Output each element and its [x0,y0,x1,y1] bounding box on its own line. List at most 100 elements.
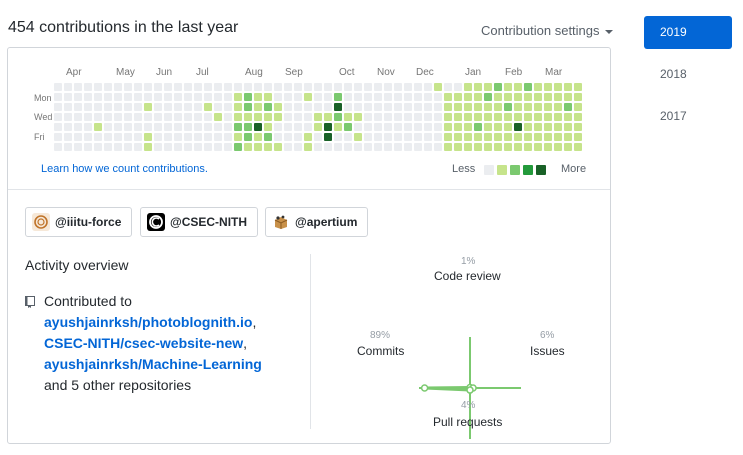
contribution-day[interactable] [434,133,442,141]
contribution-day[interactable] [244,83,252,91]
contribution-day[interactable] [224,93,232,101]
contribution-day[interactable] [454,133,462,141]
contribution-day[interactable] [284,123,292,131]
contribution-day[interactable] [494,133,502,141]
contribution-day[interactable] [564,103,572,111]
contribution-day[interactable] [404,133,412,141]
contribution-day[interactable] [154,113,162,121]
contribution-day[interactable] [394,113,402,121]
contribution-day[interactable] [294,123,302,131]
contribution-day[interactable] [574,103,582,111]
contribution-day[interactable] [164,123,172,131]
contribution-day[interactable] [114,113,122,121]
contribution-day[interactable] [144,83,152,91]
contribution-day[interactable] [464,143,472,151]
year-2018[interactable]: 2018 [660,67,687,81]
contribution-day[interactable] [444,133,452,141]
contribution-day[interactable] [314,133,322,141]
contribution-day[interactable] [474,113,482,121]
contribution-day[interactable] [504,133,512,141]
contribution-day[interactable] [424,83,432,91]
contribution-day[interactable] [84,143,92,151]
contribution-day[interactable] [174,103,182,111]
org-filter-csec-nith[interactable]: @CSEC-NITH [140,207,258,237]
contribution-day[interactable] [304,103,312,111]
contribution-day[interactable] [564,113,572,121]
contribution-day[interactable] [174,123,182,131]
contribution-day[interactable] [254,83,262,91]
contribution-settings-dropdown[interactable]: Contribution settings [481,23,613,38]
contribution-day[interactable] [184,103,192,111]
contribution-day[interactable] [374,143,382,151]
contribution-day[interactable] [124,123,132,131]
contribution-day[interactable] [344,133,352,141]
contribution-day[interactable] [244,103,252,111]
contribution-day[interactable] [334,83,342,91]
contribution-day[interactable] [484,113,492,121]
contribution-day[interactable] [174,93,182,101]
contribution-day[interactable] [184,93,192,101]
contribution-day[interactable] [104,143,112,151]
contribution-day[interactable] [74,83,82,91]
contribution-day[interactable] [544,143,552,151]
contribution-day[interactable] [64,103,72,111]
contribution-day[interactable] [274,123,282,131]
contribution-day[interactable] [394,133,402,141]
contribution-day[interactable] [254,143,262,151]
year-2019[interactable]: 2019 [644,16,732,49]
contribution-day[interactable] [364,133,372,141]
repo-link-csec-website[interactable]: CSEC-NITH/csec-website-new [44,335,244,351]
contribution-day[interactable] [364,83,372,91]
contribution-day[interactable] [134,93,142,101]
contribution-day[interactable] [104,123,112,131]
contribution-day[interactable] [134,83,142,91]
contribution-day[interactable] [414,103,422,111]
contribution-day[interactable] [124,113,132,121]
contribution-day[interactable] [564,143,572,151]
contribution-day[interactable] [424,133,432,141]
contribution-day[interactable] [274,133,282,141]
contribution-day[interactable] [564,123,572,131]
contribution-day[interactable] [394,93,402,101]
contribution-day[interactable] [484,93,492,101]
contribution-day[interactable] [344,103,352,111]
contribution-day[interactable] [404,123,412,131]
contribution-day[interactable] [334,123,342,131]
contribution-day[interactable] [314,123,322,131]
contribution-day[interactable] [204,103,212,111]
contribution-day[interactable] [54,133,62,141]
contribution-day[interactable] [84,133,92,141]
contribution-day[interactable] [494,123,502,131]
contribution-day[interactable] [104,93,112,101]
contribution-day[interactable] [134,133,142,141]
contribution-day[interactable] [354,123,362,131]
contribution-day[interactable] [574,113,582,121]
contribution-day[interactable] [504,123,512,131]
contribution-day[interactable] [494,93,502,101]
contribution-day[interactable] [314,83,322,91]
contribution-day[interactable] [534,123,542,131]
contribution-day[interactable] [354,133,362,141]
contribution-day[interactable] [414,133,422,141]
contribution-day[interactable] [514,133,522,141]
contribution-day[interactable] [434,93,442,101]
contribution-day[interactable] [244,143,252,151]
learn-contributions-link[interactable]: Learn how we count contributions. [41,163,208,175]
contribution-day[interactable] [574,123,582,131]
contribution-day[interactable] [204,123,212,131]
contribution-day[interactable] [494,113,502,121]
contribution-day[interactable] [334,113,342,121]
contribution-day[interactable] [504,83,512,91]
contribution-day[interactable] [54,143,62,151]
contribution-day[interactable] [324,113,332,121]
contribution-day[interactable] [374,83,382,91]
contribution-day[interactable] [144,103,152,111]
contribution-day[interactable] [384,93,392,101]
contribution-day[interactable] [404,113,412,121]
contribution-day[interactable] [444,103,452,111]
contribution-day[interactable] [384,83,392,91]
contribution-day[interactable] [194,113,202,121]
contribution-day[interactable] [154,103,162,111]
contribution-day[interactable] [224,123,232,131]
contribution-day[interactable] [544,113,552,121]
